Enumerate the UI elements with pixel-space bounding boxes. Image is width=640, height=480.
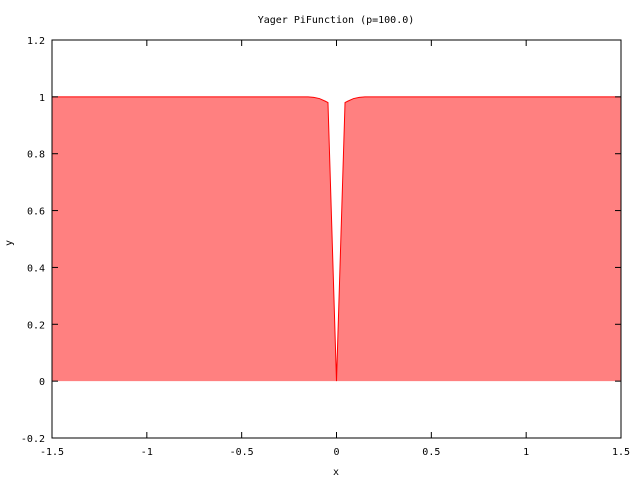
y-tick-label: -0.2 bbox=[21, 434, 45, 445]
plot-frame bbox=[51, 39, 622, 439]
x-tick-label: -1 bbox=[141, 447, 153, 458]
y-tick-label: 0.4 bbox=[27, 263, 45, 274]
y-tick-label: 0 bbox=[39, 377, 45, 388]
y-tick-label: 1 bbox=[39, 93, 45, 104]
plot-area-fill bbox=[52, 96, 621, 382]
y-axis-label: y bbox=[4, 240, 15, 246]
y-axis-ticks: -0.2 0 0.2 0.4 0.6 0.8 1 1.2 bbox=[21, 36, 621, 445]
x-tick-label: -1.5 bbox=[40, 447, 64, 458]
series-0-area bbox=[52, 96, 621, 382]
x-tick-label: 0 bbox=[333, 447, 339, 458]
y-tick-label: 1.2 bbox=[27, 36, 45, 47]
x-axis-ticks: -1.5 -1 -0.5 0 0.5 1 1.5 bbox=[40, 40, 630, 458]
x-tick-label: 1 bbox=[523, 447, 529, 458]
x-tick-label: -0.5 bbox=[230, 447, 254, 458]
y-tick-label: 0.2 bbox=[27, 320, 45, 331]
chart-title: Yager PiFunction (p=100.0) bbox=[258, 15, 415, 26]
series-0-line bbox=[52, 96, 621, 382]
x-tick-label: 0.5 bbox=[422, 447, 440, 458]
y-tick-label: 0.8 bbox=[27, 150, 45, 161]
x-tick-label: 1.5 bbox=[612, 447, 630, 458]
y-tick-label: 0.6 bbox=[27, 207, 45, 218]
x-axis-label: x bbox=[333, 467, 339, 478]
